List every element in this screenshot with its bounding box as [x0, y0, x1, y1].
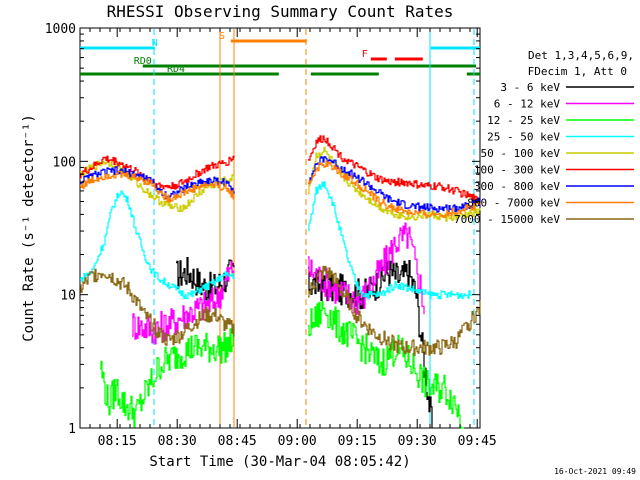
flag-label-s: S	[219, 31, 225, 42]
x-tick-label: 08:15	[98, 434, 137, 449]
legend-label: 300 - 800 keV	[474, 180, 560, 193]
flag-label-n: N	[152, 38, 158, 49]
x-tick-label: 08:30	[158, 434, 197, 449]
y-tick-label: 1000	[45, 22, 76, 37]
flag-label-f: F	[362, 49, 368, 60]
data-gaps	[234, 29, 308, 427]
x-tick-label: 09:15	[338, 434, 377, 449]
series-line-4	[80, 181, 473, 300]
legend-label: 12 - 25 keV	[487, 114, 560, 127]
legend-label: 25 - 50 keV	[487, 131, 560, 144]
series-line-3	[100, 301, 464, 429]
y-tick-label: 100	[53, 155, 76, 170]
x-tick-label: 08:45	[218, 434, 257, 449]
series-line-9	[80, 265, 481, 356]
x-tick-label: 09:00	[278, 434, 317, 449]
legend-header-line-2: FDecim 1, Att 0	[528, 65, 627, 78]
chart-title: RHESSI Observing Summary Count Rates	[107, 2, 454, 21]
flag-label-rd0: RD0	[134, 56, 152, 67]
vertical-markers	[153, 29, 475, 427]
legend-label: 3 - 6 keV	[500, 81, 560, 94]
y-axis-label: Count Rate (s⁻¹ detector⁻¹)	[21, 114, 37, 342]
status-flag-bars: N S F RD0 RD4	[80, 31, 480, 76]
series-line-6	[80, 135, 481, 204]
y-tick-label: 1	[68, 422, 76, 437]
series-line-5	[80, 146, 481, 222]
data-gap	[234, 29, 308, 427]
x-axis-label: Start Time (30-Mar-04 08:05:42)	[149, 454, 410, 470]
legend: Det 1,3,4,5,6,9, FDecim 1, Att 0 3 - 6 k…	[454, 49, 634, 226]
flag-label-rd4: RD4	[167, 64, 185, 75]
legend-label: 100 - 300 keV	[474, 164, 560, 177]
legend-label: 800 - 7000 keV	[467, 197, 560, 210]
legend-label: 7000 - 15000 keV	[454, 213, 560, 226]
legend-header-line-1: Det 1,3,4,5,6,9,	[528, 49, 634, 62]
date-stamp: 16-Oct-2021 09:49	[554, 467, 636, 476]
y-axis: 1 10 100 1000	[45, 22, 480, 437]
series-line-8	[80, 160, 481, 219]
x-tick-label: 09:30	[398, 434, 437, 449]
y-tick-label: 10	[60, 289, 76, 304]
legend-label: 6 - 12 keV	[494, 98, 561, 111]
x-tick-label: 09:45	[458, 434, 497, 449]
legend-label: 50 - 100 keV	[481, 147, 561, 160]
x-axis: 08:15 08:30 08:45 09:00 09:15 09:30 09:45	[79, 28, 497, 449]
series-layer	[80, 135, 481, 429]
